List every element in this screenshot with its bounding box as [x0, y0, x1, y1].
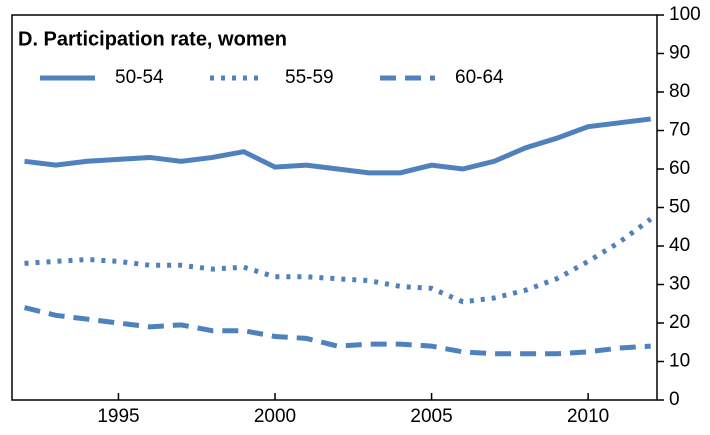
y-tick-label: 10	[669, 351, 690, 372]
x-tick-label: 2000	[254, 406, 296, 427]
chart-title: D. Participation rate, women	[18, 28, 287, 50]
legend-label: 60-64	[455, 67, 504, 88]
y-tick-label: 40	[669, 235, 690, 256]
y-tick-label: 80	[669, 81, 690, 102]
series-line	[24, 116, 652, 176]
y-tick-label: 50	[669, 197, 690, 218]
plot-frame	[11, 14, 658, 401]
series-line	[23, 305, 651, 357]
x-tick-label: 1995	[97, 406, 139, 427]
y-tick-label: 60	[669, 158, 690, 179]
y-tick-label: 70	[669, 120, 690, 141]
legend-label: 55-59	[285, 67, 334, 88]
y-tick-label: 90	[669, 43, 690, 64]
legend-label: 50-54	[115, 67, 164, 88]
y-tick-label: 30	[669, 274, 690, 295]
x-tick-label: 2005	[410, 406, 452, 427]
y-tick-label: 20	[669, 312, 690, 333]
y-tick-label: 0	[669, 389, 680, 410]
x-tick-label: 2010	[567, 406, 609, 427]
series-line	[24, 217, 653, 305]
y-tick-label: 100	[669, 4, 701, 25]
